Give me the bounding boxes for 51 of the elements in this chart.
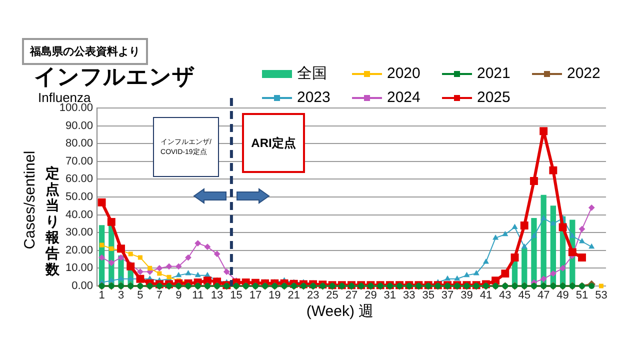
text: 定点当り報告数 <box>45 165 60 277</box>
y-tick-label: 80.00 <box>65 138 93 150</box>
y-tick-label: 30.00 <box>65 226 93 239</box>
x-tick-label: 23 <box>306 290 320 302</box>
x-tick-label: 7 <box>156 290 162 302</box>
x-tick-label: 13 <box>210 290 224 302</box>
y-tick-label: 40.00 <box>65 208 93 221</box>
x-tick-label: 45 <box>518 290 530 302</box>
x-tick-label: 43 <box>499 290 512 302</box>
y-tick-label: 50.00 <box>65 191 93 204</box>
legend-label: 2021 <box>477 65 510 82</box>
y-tick-label: 90.00 <box>65 120 93 132</box>
y-tick-label: 100.00 <box>59 102 93 114</box>
y-tick-label: 60.00 <box>65 173 93 186</box>
x-tick-label: 21 <box>288 290 300 302</box>
x-tick-label: 53 <box>595 290 608 302</box>
x-axis-title: (Week) 週 <box>306 302 374 321</box>
y-tick-label: 0.00 <box>72 280 93 292</box>
y-tick-label: 70.00 <box>65 155 93 168</box>
text-box: ARI定点 <box>242 113 305 173</box>
x-tick-label: 51 <box>576 290 588 302</box>
text: 福島県の公表資料より <box>22 38 148 65</box>
chart-title: インフルエンザ <box>34 64 195 89</box>
x-tick-label: 1 <box>98 290 105 302</box>
y-tick-label: 20.00 <box>65 244 93 256</box>
legend-label: 全国 <box>297 64 327 83</box>
x-tick-label: 15 <box>230 290 242 302</box>
x-tick-label: 17 <box>249 290 262 302</box>
x-tick-label: 11 <box>192 290 204 302</box>
y-tick-label: 10.00 <box>65 262 93 274</box>
legend-label: 2022 <box>567 65 600 82</box>
x-tick-label: 25 <box>326 290 338 302</box>
x-tick-label: 47 <box>537 290 550 302</box>
x-tick-label: 19 <box>268 290 281 302</box>
x-tick-label: 27 <box>345 290 358 302</box>
x-tick-label: 41 <box>480 290 492 302</box>
x-tick-label: 49 <box>556 290 569 302</box>
legend-label: 2023 <box>297 89 330 106</box>
y-axis-title: Cases/sentinel <box>22 150 38 250</box>
x-tick-label: 37 <box>441 290 454 302</box>
legend-label: 2020 <box>387 65 420 82</box>
x-tick-label: 35 <box>422 290 434 302</box>
x-tick-label: 3 <box>118 290 124 302</box>
x-tick-label: 29 <box>364 290 377 302</box>
x-tick-label: 5 <box>137 290 144 302</box>
x-tick-label: 31 <box>384 290 396 302</box>
x-tick-label: 33 <box>403 290 416 302</box>
x-tick-label: 9 <box>176 290 182 302</box>
legend-label: 2024 <box>387 89 420 106</box>
legend-label: 2025 <box>477 89 510 106</box>
x-tick-label: 39 <box>460 290 473 302</box>
